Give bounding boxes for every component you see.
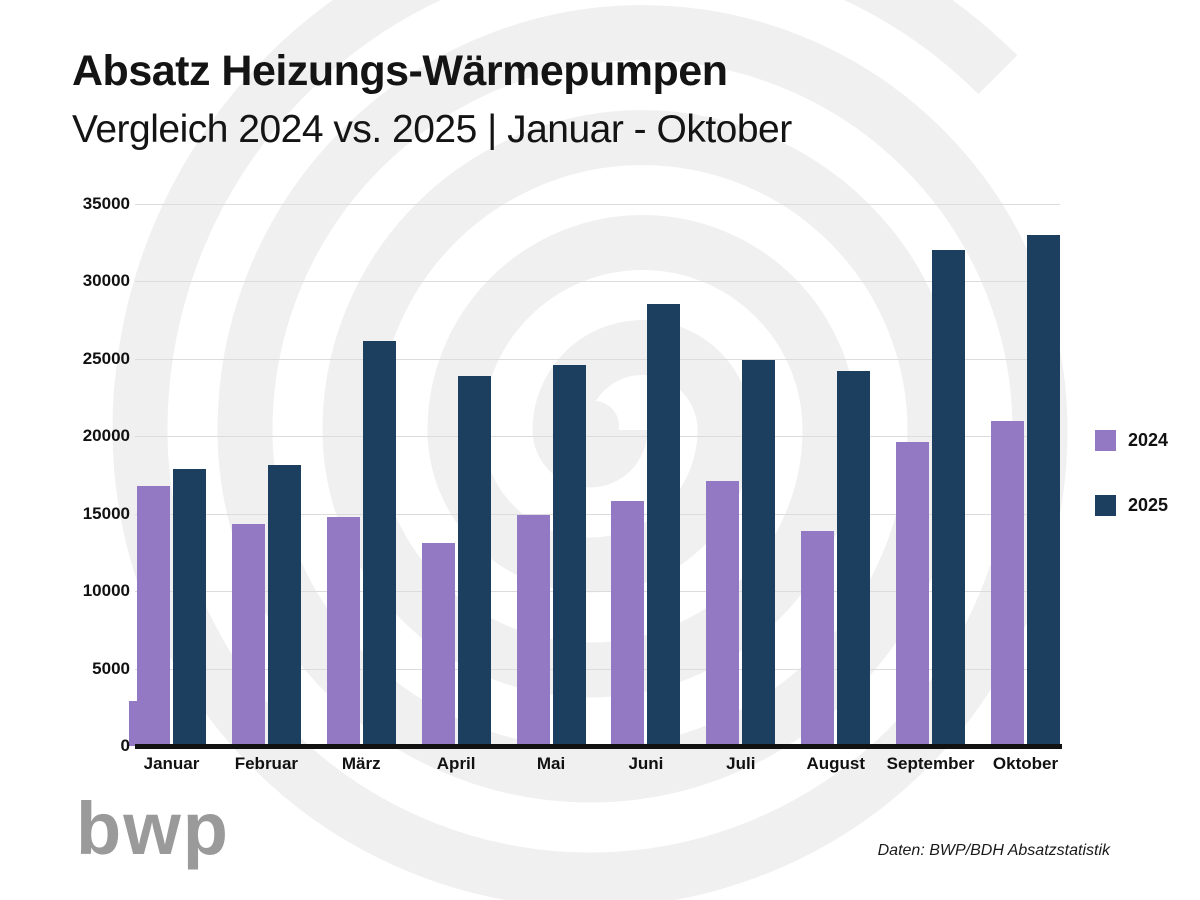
y-axis-label-15000: 15000 (82, 503, 130, 523)
clipped-partial-bar-2024 (129, 701, 137, 746)
bar-2025-april (457, 375, 491, 746)
legend-swatch-2024 (1095, 430, 1116, 451)
y-axis-label-10000: 10000 (82, 581, 130, 600)
bar-2025-juli (742, 360, 776, 746)
bar-2024-april (421, 542, 455, 746)
bar-2024-september (896, 442, 930, 746)
x-axis-label-september: September (886, 754, 975, 773)
gridline-35000 (135, 203, 1060, 205)
bar-2024-januar (137, 485, 170, 746)
y-axis-label-25000: 25000 (82, 348, 130, 368)
bar-2024-oktober (991, 420, 1024, 746)
bar-2025-september (932, 250, 966, 746)
gridline-5000 (135, 668, 1060, 670)
chart-subtitle: Vergleich 2024 vs. 2025 | Januar - Oktob… (72, 108, 792, 152)
bar-2025-oktober (1027, 234, 1060, 746)
gridline-20000 (135, 436, 1060, 437)
bar-2024-juli (706, 480, 740, 746)
x-axis-label-oktober: Oktober (992, 754, 1059, 773)
data-source-note: Daten: BWP/BDH Absatzstatistik (877, 842, 1110, 859)
x-axis-label-august: August (806, 754, 865, 773)
chart-title: Absatz Heizungs-Wärmepumpen (72, 47, 728, 95)
legend-item-2025: 2025 (1095, 495, 1168, 516)
legend-label-2024: 2024 (1128, 430, 1169, 450)
legend-item-2024: 2024 (1095, 430, 1168, 451)
bar-2024-juni (611, 501, 645, 746)
chart-header: Absatz Heizungs-Wärmepumpen Vergleich 20… (72, 47, 792, 152)
y-axis-label-30000: 30000 (82, 271, 130, 290)
x-axis-label-mai: Mai (536, 754, 566, 773)
bar-2025-august (837, 370, 871, 746)
y-axis-label-35000: 35000 (82, 193, 130, 213)
bar-2025-juni (647, 304, 681, 746)
bar-2025-märz (362, 341, 396, 746)
gridline-30000 (135, 281, 1060, 282)
x-axis-label-januar: Januar (143, 754, 200, 773)
x-axis-label-februar: Februar (234, 754, 299, 773)
x-axis-label-april: April (436, 754, 476, 773)
x-axis-label-märz: März (341, 754, 381, 773)
gridline-15000 (135, 513, 1060, 515)
gridline-25000 (135, 358, 1060, 360)
gridline-10000 (135, 591, 1060, 592)
x-axis-label-juli: Juli (726, 754, 756, 773)
x-axis-line (135, 743, 1062, 749)
y-axis-label-20000: 20000 (82, 426, 130, 445)
chart-legend: 2024 2025 (1095, 430, 1168, 560)
legend-swatch-2025 (1095, 495, 1116, 516)
y-axis-label-5000: 5000 (92, 658, 130, 678)
y-axis-label-0: 0 (120, 736, 130, 755)
bar-2025-mai (552, 364, 586, 746)
bar-2025-februar (267, 465, 301, 746)
x-axis-label-juni: Juni (628, 754, 664, 773)
bar-2024-august (801, 530, 835, 746)
bar-2024-märz (326, 516, 360, 746)
bwp-logo: bwp (76, 787, 230, 870)
bar-2025-januar (173, 468, 206, 746)
bar-2024-mai (516, 515, 550, 746)
legend-label-2025: 2025 (1128, 495, 1169, 515)
bar-2024-februar (231, 524, 265, 746)
